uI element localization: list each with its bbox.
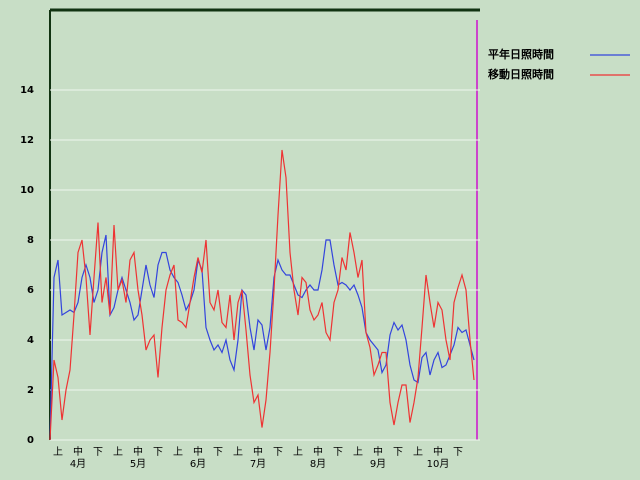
month-label: 8月 [310,458,326,470]
legend-label: 平年日照時間 [488,47,554,61]
y-tick-label: 0 [27,435,34,446]
series-line [49,234,475,441]
y-tick-label: 6 [27,285,34,296]
x-tick-label: 中 [73,445,83,458]
x-tick-label: 上 [113,446,123,458]
x-tick-label: 中 [433,445,443,458]
y-tick-label: 14 [20,85,34,96]
x-tick-label: 下 [213,447,223,458]
x-tick-label: 下 [153,447,163,458]
x-tick-label: 中 [253,445,263,458]
series-line [49,149,475,441]
month-label: 6月 [190,458,206,470]
x-tick-label: 中 [313,445,323,458]
month-label: 5月 [130,458,146,470]
y-tick-label: 12 [20,135,34,146]
y-tick-label: 8 [27,235,34,246]
x-tick-label: 上 [293,446,303,458]
x-tick-label: 中 [193,445,203,458]
x-tick-label: 上 [413,446,423,458]
month-label: 4月 [70,458,86,470]
x-tick-label: 中 [133,445,143,458]
month-label: 9月 [370,458,386,470]
y-tick-label: 4 [27,335,34,346]
x-tick-label: 下 [453,447,463,458]
legend-label: 移動日照時間 [488,67,554,81]
x-tick-label: 下 [393,447,403,458]
y-tick-label: 2 [27,385,34,396]
x-tick-label: 中 [373,445,383,458]
y-tick-label: 10 [20,185,34,196]
x-tick-label: 上 [353,446,363,458]
x-tick-label: 上 [53,446,63,458]
month-label: 7月 [250,458,266,470]
x-tick-label: 下 [333,447,343,458]
x-tick-label: 上 [233,446,243,458]
x-tick-label: 下 [93,447,103,458]
month-label: 10月 [427,458,450,470]
x-tick-label: 下 [273,447,283,458]
x-tick-label: 上 [173,446,183,458]
